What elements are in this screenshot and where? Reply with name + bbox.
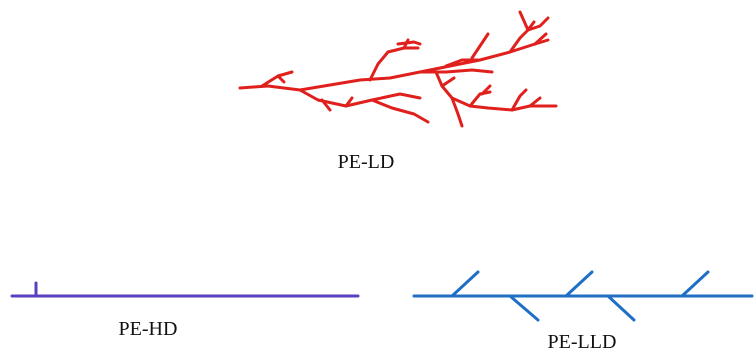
pe-ld-branch <box>402 38 410 50</box>
pe-ld-branch <box>450 96 464 128</box>
pe-ld-branch <box>440 76 456 88</box>
pe-ld-branch <box>434 70 558 112</box>
pe-ld-branch <box>508 20 536 54</box>
pe-ld-branch <box>396 40 422 46</box>
pe-ld-branch <box>444 58 480 68</box>
pe-hd-linear-structure <box>10 281 360 298</box>
pe-lld-label: PE-LLD <box>548 331 617 353</box>
pe-ld-branch <box>526 16 550 32</box>
pe-lld-structure <box>412 270 754 322</box>
pe-ld-branch <box>276 74 286 84</box>
pe-ld-label: PE-LD <box>338 151 395 173</box>
pe-ld-branch <box>468 90 492 108</box>
pe-lld-branch <box>606 294 636 322</box>
pe-hd-label: PE-HD <box>119 318 178 340</box>
pe-ld-branch <box>528 96 542 108</box>
pe-ld-branch <box>470 32 490 60</box>
pe-ld-branched-structure <box>238 10 558 128</box>
pe-ld-branch <box>518 10 530 32</box>
pe-lld-branch <box>564 270 594 298</box>
pe-ld-branch <box>480 84 492 96</box>
pe-ld-branch <box>344 96 354 108</box>
pe-lld-branch <box>680 270 710 298</box>
pe-ld-branch <box>370 98 430 124</box>
pe-lld-branch <box>450 270 480 298</box>
pe-ld-branch <box>298 88 422 108</box>
pe-ld-branch <box>260 70 294 88</box>
pe-ld-backbone <box>238 42 537 92</box>
pe-ld-branch <box>418 68 494 74</box>
pe-lld-branch <box>508 294 540 322</box>
pe-ld-branch <box>320 98 332 112</box>
pe-ld-branch <box>510 88 528 112</box>
pe-ld-branch <box>368 50 390 82</box>
pe-ld-branch <box>533 38 550 46</box>
